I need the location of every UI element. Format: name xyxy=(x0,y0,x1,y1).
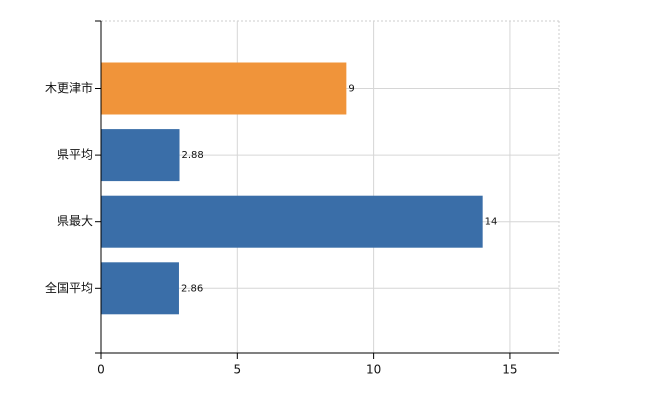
x-tick-label: 15 xyxy=(502,363,517,377)
y-tick-label: 県平均 xyxy=(57,148,93,162)
value-label: 2.86 xyxy=(181,283,203,294)
value-label: 9 xyxy=(348,84,354,95)
value-label: 2.88 xyxy=(182,150,204,161)
y-tick-label: 全国平均 xyxy=(45,280,93,295)
value-label: 14 xyxy=(485,217,498,228)
x-tick-label: 10 xyxy=(366,363,381,377)
x-tick-label: 5 xyxy=(233,363,241,377)
y-tick-label: 県最大 xyxy=(57,214,93,228)
y-tick-label: 木更津市 xyxy=(45,80,93,95)
bar xyxy=(101,195,483,248)
bar xyxy=(101,129,180,182)
x-tick-label: 0 xyxy=(97,363,105,377)
bar xyxy=(101,262,179,315)
bar xyxy=(101,62,347,115)
